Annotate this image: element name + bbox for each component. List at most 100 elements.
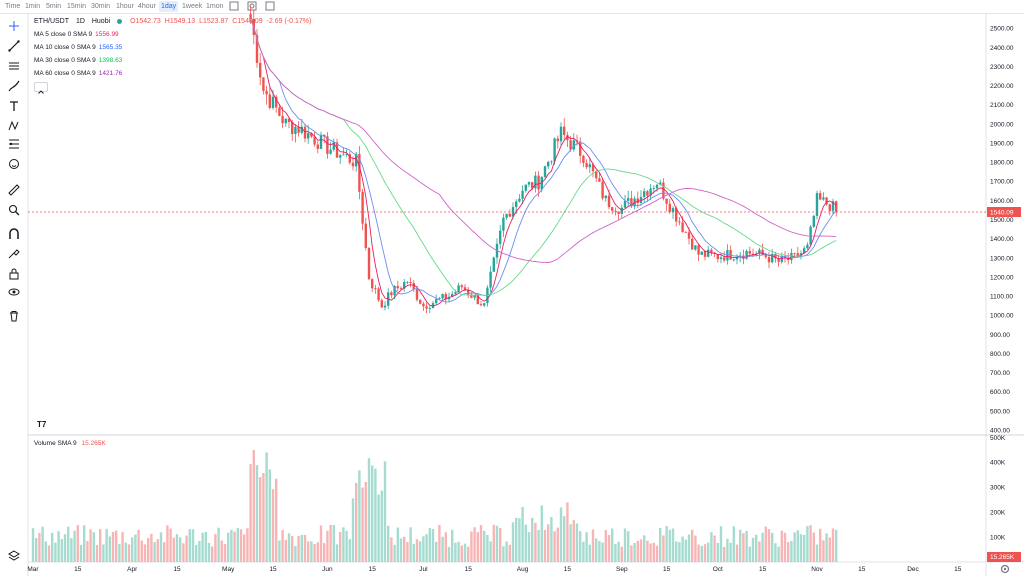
lock-icon[interactable] [8,268,20,280]
volume-bar [387,525,390,562]
timeframe-1day[interactable]: 1day [159,1,179,12]
volume-bar [710,532,713,562]
candle-body [806,244,809,249]
volume-bar [383,461,387,562]
volume-bar [511,522,515,562]
candle-body [623,200,627,208]
timeframe-1mon[interactable]: 1mon [206,3,224,10]
candle-body [812,215,815,227]
volume-bar [342,527,345,562]
candle-body [470,294,473,298]
candle-body [697,245,700,255]
volume-bar [41,526,44,562]
candle-body [527,182,531,185]
volume-bar [518,518,521,562]
timeframe-30min[interactable]: 30min [91,3,111,10]
candle-body [745,251,748,259]
volume-bar [185,535,188,562]
volume-bar [422,536,425,562]
volume-bar [668,529,671,562]
brush-icon[interactable] [8,80,20,92]
timeframe-1hour[interactable]: 1hour [116,3,134,10]
fib-icon[interactable] [8,138,20,150]
volume-bar [31,528,35,562]
time-tick-label: Aug [517,566,529,573]
volume-bar [198,540,201,562]
timeframe-15min[interactable]: 15min [67,3,87,10]
horizontal-lines-icon[interactable] [8,60,20,72]
timeframe-Time[interactable]: Time [5,3,21,10]
emoji-icon[interactable] [8,158,20,170]
crosshair-icon[interactable] [8,20,20,32]
candle-body [566,135,569,141]
ohlc-legend: ETH/USDT 1D Huobi O1542.73 H1549.13 L152… [34,18,313,25]
candle-body [636,198,639,203]
volume-bar [44,541,47,562]
time-tick-label: 15 [564,566,572,573]
timeframe-1min[interactable]: 1min [25,3,41,10]
volume-bar [393,544,396,562]
volume-tick-label: 400K [990,460,1006,467]
settings-icon[interactable] [247,1,257,11]
magnet-icon[interactable] [8,228,20,240]
layers-icon[interactable] [8,550,20,562]
price-tick-label: 1300.00 [990,255,1014,262]
candle-body [307,133,310,139]
volume-bar [591,529,595,562]
candle-body [732,259,735,261]
trash-icon[interactable] [8,310,20,322]
volume-bar [316,542,319,562]
timeframe-1week[interactable]: 1week [182,3,203,10]
timeframe-5min[interactable]: 5min [46,3,62,10]
volume-bar [99,529,102,562]
settings-gear-icon[interactable] [1000,564,1010,574]
volume-bar [486,535,489,562]
zoom-icon[interactable] [8,204,20,216]
fullscreen-icon[interactable] [265,1,275,11]
price-tick-label: 1900.00 [990,141,1014,148]
volume-bar [553,531,556,562]
price-tick-label: 1700.00 [990,179,1014,186]
candle-body [502,217,505,231]
volume-last-label: 15.265K [990,554,1015,561]
candle-body [396,286,399,289]
candle-body [415,289,419,300]
candle-body [540,176,543,190]
volume-bar [521,507,524,562]
ma60-line [250,18,837,263]
volume-bar [569,524,572,562]
lock-drawings-icon[interactable] [8,248,20,260]
volume-bar [367,458,371,562]
eye-icon[interactable] [8,286,20,298]
trend-line-icon[interactable] [8,40,20,52]
candle-body [543,166,547,177]
volume-bar [473,527,476,562]
volume-bar [716,543,719,562]
ruler-icon[interactable] [8,184,20,196]
candle-body [726,250,729,261]
market-status-icon [117,18,123,24]
volume-bar [246,528,249,562]
volume-bar [675,541,678,562]
volume-bar [83,525,86,562]
time-tick-label: 15 [74,566,82,573]
timeframe-4hour[interactable]: 4hour [138,3,156,10]
candle-body [767,257,771,263]
collapse-legend-icon[interactable] [34,82,48,94]
volume-bar [147,538,150,562]
candle-body [348,154,351,163]
volume-bar [419,541,422,562]
volume-bar [713,535,716,562]
indicators-icon[interactable] [229,1,239,11]
volume-bar [499,528,502,562]
ma-label: MA 10 close 0 SMA 9 [34,44,96,51]
volume-bar [470,531,473,562]
volume-bar [671,528,675,562]
pattern-icon[interactable] [8,120,20,132]
volume-bar [678,542,681,562]
volume-tick-label: 200K [990,510,1006,517]
candle-body [326,136,329,154]
text-icon[interactable] [8,100,20,112]
candle-body [492,257,495,272]
